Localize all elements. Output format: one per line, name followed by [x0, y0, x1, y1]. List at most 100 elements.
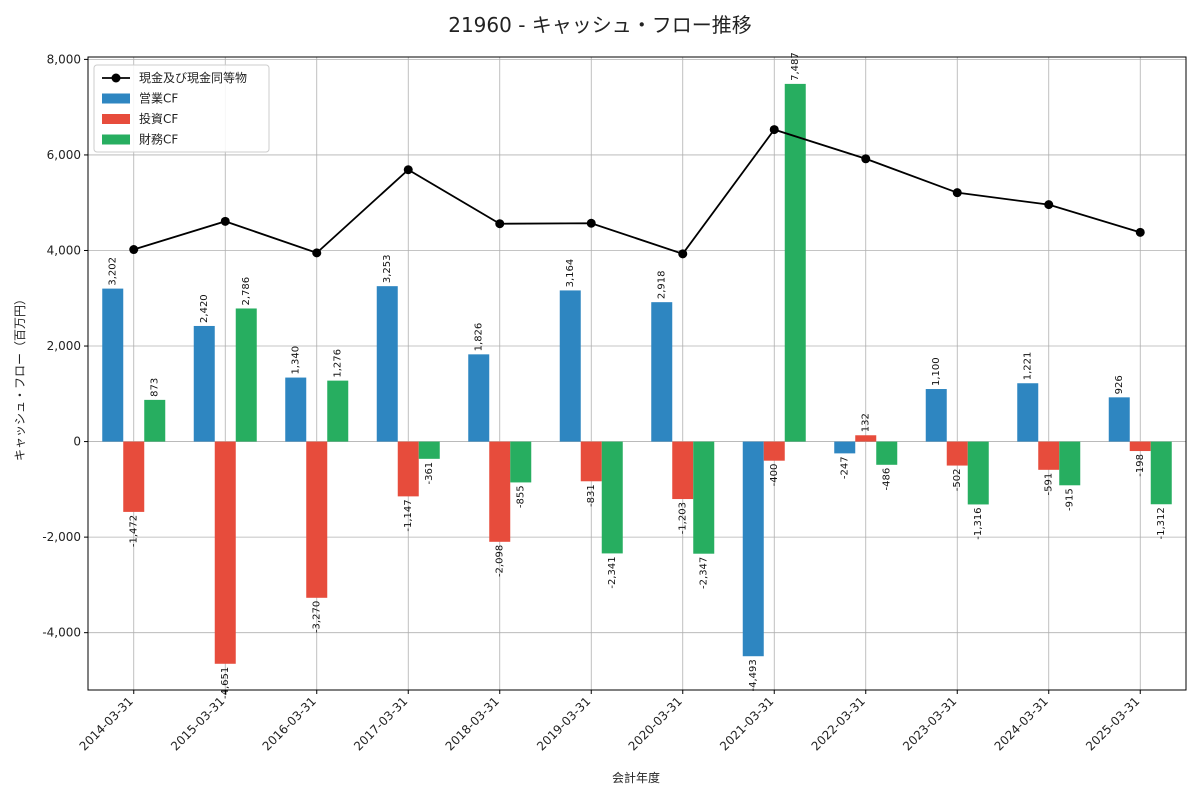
bar-s1-11	[1129, 441, 1151, 452]
data-label-s1-4: -2,098	[495, 545, 506, 577]
x-axis: 2014-03-31 2015-03-31 2016-03-31 2017-03-31…	[77, 690, 1142, 753]
legend-swatch-2	[102, 114, 130, 124]
legend-swatch-3	[102, 134, 130, 145]
legend-box	[93, 64, 270, 153]
data-label-s2-0: 873	[150, 378, 161, 397]
y-tick-label-1: -2,000	[42, 530, 81, 544]
data-label-s2-1: 2,786	[241, 277, 252, 306]
bar-s0-2	[285, 377, 307, 442]
bar-s2-2	[327, 380, 349, 442]
x-tick-label-4: 2018-03-31	[443, 694, 502, 753]
data-label-s2-11: -1,312	[1156, 507, 1167, 539]
legend-label-1: 営業CF	[139, 92, 178, 106]
data-label-s1-9: -502	[952, 469, 963, 492]
x-tick-label-11: 2025-03-31	[1083, 694, 1142, 753]
x-tick-label-2: 2016-03-31	[260, 694, 319, 753]
data-label-s0-9: 1,100	[931, 357, 942, 386]
bar-s1-2	[306, 441, 328, 598]
bar-s0-1	[193, 325, 215, 442]
x-tick-label-3: 2017-03-31	[351, 694, 410, 753]
bar-s1-9	[946, 441, 968, 466]
bar-s0-7	[742, 441, 764, 657]
y-axis-label: キャッシュ・フロー（百万円）	[13, 293, 27, 461]
data-label-s0-10: 1,221	[1023, 352, 1034, 381]
bar-s0-9	[925, 389, 947, 442]
bar-s2-0	[144, 399, 166, 442]
bar-s1-3	[397, 441, 419, 497]
cash-point-3	[403, 165, 413, 175]
bar-s1-10	[1038, 441, 1060, 470]
x-tick-label-8: 2022-03-31	[809, 694, 868, 753]
data-labels: 3,202 2,420 1,340 3,253 1,826 3,164 2,918 -4,49…	[108, 52, 1168, 699]
bar-s1-5	[580, 441, 602, 482]
data-label-s1-2: -3,270	[312, 601, 323, 633]
bar-s0-11	[1108, 397, 1130, 442]
data-label-s1-10: -591	[1044, 473, 1055, 496]
bar-s2-10	[1059, 441, 1081, 486]
bars	[102, 83, 1172, 664]
data-label-s1-1: -4,651	[220, 667, 231, 699]
x-tick-label-7: 2021-03-31	[717, 694, 776, 753]
cash-point-9	[952, 188, 962, 198]
cash-point-8	[861, 154, 871, 164]
bar-s2-3	[418, 441, 440, 459]
y-axis: -4,000 -2,000 0 2,000 4,000 6,000 8,000	[42, 52, 88, 640]
bar-s1-7	[763, 441, 785, 461]
data-label-s1-5: -831	[586, 484, 597, 507]
data-label-s1-7: -400	[769, 464, 780, 487]
data-label-s1-11: -198	[1135, 454, 1146, 477]
data-label-s0-3: 3,253	[382, 255, 393, 284]
y-tick-label-2: 0	[73, 435, 81, 449]
x-tick-label-5: 2019-03-31	[534, 694, 593, 753]
bar-s0-8	[834, 441, 856, 454]
x-tick-label-10: 2024-03-31	[992, 694, 1051, 753]
bar-s1-1	[214, 441, 236, 664]
cash-point-10	[1044, 200, 1054, 210]
data-label-s0-8: -247	[840, 456, 851, 479]
bar-s1-8	[855, 435, 877, 442]
bar-s0-5	[559, 290, 581, 442]
data-label-s1-3: -1,147	[403, 499, 414, 531]
cash-line-path	[133, 128, 1141, 255]
bar-s0-0	[102, 288, 124, 442]
legend-swatch-marker	[111, 73, 121, 83]
data-label-s2-6: -2,347	[699, 557, 710, 589]
cash-point-2	[312, 248, 322, 258]
data-label-s2-8: -486	[882, 468, 893, 491]
data-label-s2-7: 7,487	[790, 52, 801, 81]
y-tick-label-3: 2,000	[47, 339, 81, 353]
data-label-s2-9: -1,316	[973, 507, 984, 539]
y-tick-label-0: -4,000	[42, 626, 81, 640]
bar-s1-0	[123, 441, 145, 512]
data-label-s1-0: -1,472	[129, 515, 140, 547]
bar-s2-9	[967, 441, 989, 505]
bar-s0-4	[468, 354, 490, 442]
bar-s2-1	[235, 308, 257, 442]
data-label-s0-0: 3,202	[108, 257, 119, 286]
cash-point-5	[586, 218, 596, 228]
legend-label-3: 財務CF	[139, 132, 178, 147]
x-axis-label: 会計年度	[612, 770, 660, 785]
data-label-s0-7: -4,493	[748, 659, 759, 691]
data-label-s0-1: 2,420	[199, 294, 210, 323]
plot-frame	[87, 56, 1187, 691]
grid	[88, 57, 1186, 690]
cash-line	[129, 125, 1145, 259]
data-label-s0-6: 2,918	[657, 271, 668, 300]
y-tick-label-6: 8,000	[47, 52, 81, 66]
data-label-s2-5: -2,341	[607, 556, 618, 588]
cash-point-1	[220, 216, 230, 226]
data-label-s2-4: -855	[516, 485, 527, 508]
data-label-s1-8: 132	[861, 413, 872, 432]
cash-point-11	[1135, 227, 1145, 237]
data-label-s2-10: -915	[1065, 488, 1076, 511]
bar-s2-7	[784, 83, 806, 442]
data-label-s0-5: 3,164	[565, 259, 576, 288]
x-tick-label-0: 2014-03-31	[77, 694, 136, 753]
data-label-s2-2: 1,276	[333, 349, 344, 378]
data-label-s0-4: 1,826	[474, 323, 485, 352]
cash-point-0	[129, 245, 139, 255]
chart-title: 21960 - キャッシュ・フロー推移	[448, 13, 752, 37]
